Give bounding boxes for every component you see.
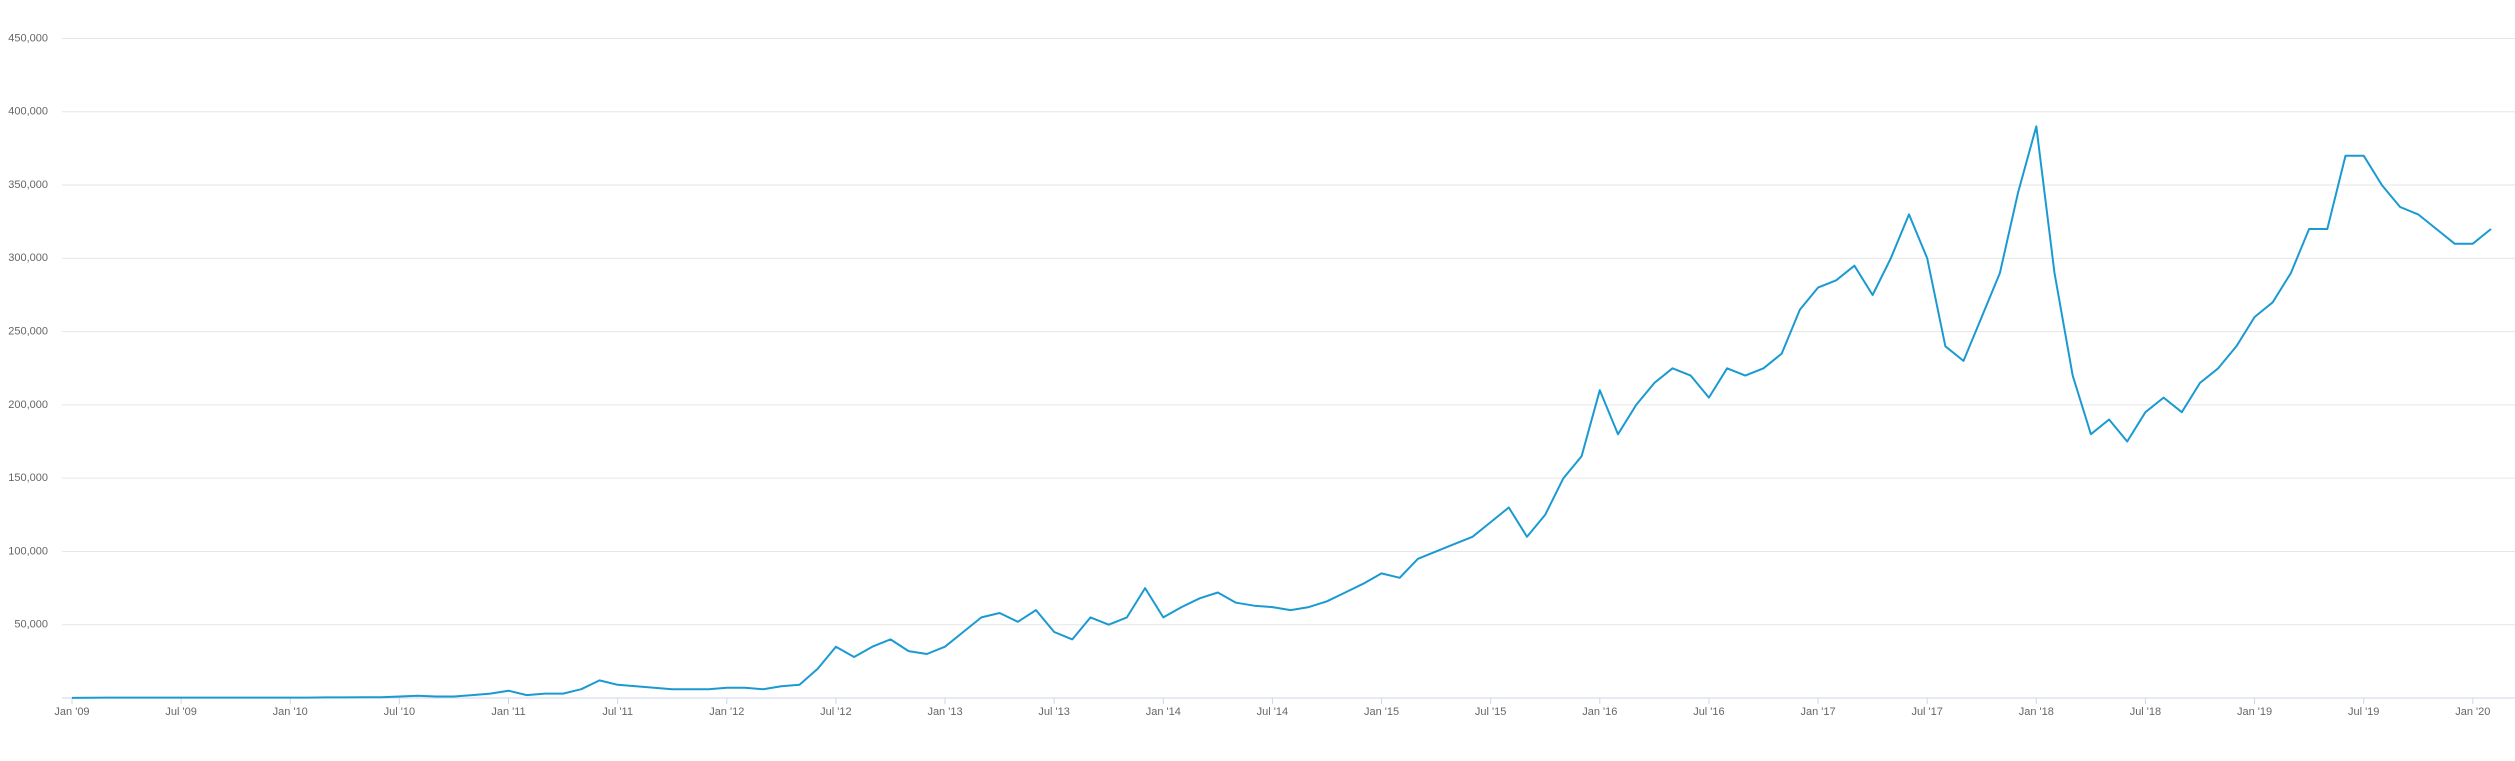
- y-tick-label: 200,000: [8, 399, 48, 411]
- x-tick-label: Jan '12: [709, 706, 744, 718]
- x-tick-label: Jul '19: [2348, 706, 2379, 718]
- y-tick-label: 300,000: [8, 252, 48, 264]
- x-tick-label: Jan '10: [273, 706, 308, 718]
- y-tick-label: 400,000: [8, 106, 48, 118]
- x-tick-label: Jul '13: [1038, 706, 1069, 718]
- y-tick-label: 150,000: [8, 472, 48, 484]
- x-tick-label: Jan '09: [54, 706, 89, 718]
- y-tick-label: 350,000: [8, 179, 48, 191]
- x-tick-label: Jan '20: [2455, 706, 2490, 718]
- y-tick-label: 100,000: [8, 545, 48, 557]
- x-tick-label: Jan '16: [1582, 706, 1617, 718]
- y-tick-label: 450,000: [8, 32, 48, 44]
- x-tick-label: Jul '18: [2130, 706, 2161, 718]
- y-tick-label: 50,000: [14, 619, 48, 631]
- x-tick-label: Jul '15: [1475, 706, 1506, 718]
- x-tick-label: Jul '09: [165, 706, 196, 718]
- y-tick-label: 250,000: [8, 326, 48, 338]
- x-tick-label: Jul '10: [384, 706, 415, 718]
- x-tick-label: Jan '14: [1146, 706, 1181, 718]
- data-line: [71, 125, 2492, 699]
- x-tick-label: Jul '16: [1693, 706, 1724, 718]
- x-tick-label: Jan '13: [927, 706, 962, 718]
- x-tick-label: Jul '14: [1257, 706, 1288, 718]
- x-tick-label: Jan '17: [1800, 706, 1835, 718]
- x-tick-label: Jul '17: [1911, 706, 1942, 718]
- x-tick-label: Jan '18: [2019, 706, 2054, 718]
- x-tick-label: Jan '19: [2237, 706, 2272, 718]
- x-tick-label: Jul '11: [602, 706, 633, 718]
- x-tick-label: Jan '15: [1364, 706, 1399, 718]
- x-tick-label: Jan '11: [491, 706, 525, 718]
- x-tick-label: Jul '12: [820, 706, 851, 718]
